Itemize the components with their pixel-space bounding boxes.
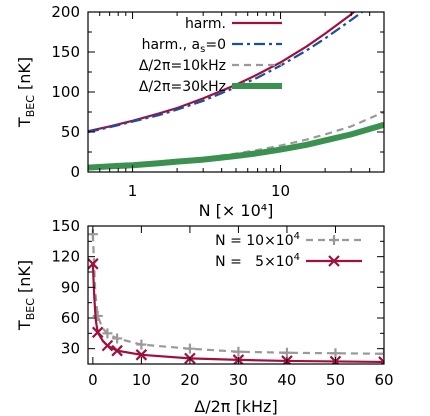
text-span: Δ/2π=30kHz <box>139 79 226 95</box>
x-tick-label: 20 <box>180 371 199 389</box>
text-span: Δ/2π=10kHz <box>139 58 226 74</box>
legend-label-2: N = 5×104​ <box>215 252 300 270</box>
series-1-marker <box>379 348 384 359</box>
y-tick-label: 150 <box>51 43 80 61</box>
x-tick-label: 50 <box>326 371 345 389</box>
x-axis-title: N [× 10⁴] <box>199 201 274 220</box>
text-span: N = 5×10 <box>215 254 293 270</box>
x-axis-title: Δ/2π [kHz] <box>194 397 277 416</box>
x-tick-label: 0 <box>88 371 98 389</box>
series-1-marker <box>184 343 195 354</box>
text-span: BEC <box>24 298 37 320</box>
y-tick-label: 30 <box>61 340 80 358</box>
y-tick-label: 200 <box>51 3 80 21</box>
legend-label-3: Δ/2π=10kHz <box>139 58 226 74</box>
x-tick-label: 10 <box>271 182 290 200</box>
series-2-marker <box>135 349 148 361</box>
series-1-marker <box>233 346 244 357</box>
x-tick-label: 10 <box>132 371 151 389</box>
text-span: N [× 10⁴] <box>199 201 274 220</box>
text-span: =0 <box>205 37 226 53</box>
y-axis-title: TBEC [nK] <box>15 57 37 128</box>
series-2-marker <box>378 356 384 364</box>
x-tick-label: 1 <box>128 182 138 200</box>
y-tick-label: 90 <box>61 278 80 296</box>
series-1-marker <box>102 328 113 339</box>
text-span: BEC <box>24 95 37 117</box>
series-1-marker <box>92 310 103 321</box>
text-span: 4 <box>294 252 300 263</box>
y-tick-label: 120 <box>51 248 80 266</box>
series-1-marker <box>136 339 147 350</box>
y-axis-title: TBEC [nK] <box>15 260 37 331</box>
text-span: harm., a <box>142 37 201 53</box>
legend-label-1: N = 10×104​ <box>215 231 300 249</box>
text-span: N = 10×10 <box>215 233 293 249</box>
legend-marker-2 <box>328 255 340 267</box>
series-line-2 <box>88 12 364 134</box>
legend-marker-1 <box>329 235 339 245</box>
series-1-marker <box>330 348 341 359</box>
y-tick-label: 150 <box>51 217 80 235</box>
chart-panel-2: 0 10 20 30 40 50 60 30 60 90 120 150 Δ/2π [kHz] TBEC … <box>15 217 394 416</box>
x-tick-label: 30 <box>229 371 248 389</box>
series-line-4 <box>88 121 384 171</box>
series-2-marker <box>111 344 123 357</box>
y-tick-label: 50 <box>61 123 80 141</box>
text-span: [nK] <box>15 260 34 298</box>
plot-frame <box>87 225 385 365</box>
x-tick-label: 40 <box>277 371 296 389</box>
legend: N = 10×104​ N = 5×104​ <box>215 231 362 270</box>
text-span: T <box>15 117 34 128</box>
series-2-marker <box>88 258 99 270</box>
series-2-marker <box>91 326 104 339</box>
x-tick-label: 60 <box>374 371 393 389</box>
series-2-marker <box>101 339 114 352</box>
legend: harm. harm., as=0 Δ/2π=10kHz Δ/2π=30kHz <box>139 16 282 95</box>
legend-label-1: harm. <box>185 16 226 32</box>
series-1-marker <box>281 347 292 358</box>
text-span: 4 <box>294 231 300 242</box>
text-span: Δ/2π [kHz] <box>194 397 277 416</box>
plot-frame <box>87 11 385 173</box>
text-span: s <box>200 44 205 55</box>
series-1-marker <box>112 333 123 344</box>
text-span: T <box>15 320 34 331</box>
text-span: [nK] <box>15 57 34 95</box>
legend-label-2: harm., as=0 <box>142 37 226 55</box>
series-line-1 <box>91 234 384 355</box>
legend-label-4: Δ/2π=30kHz <box>139 79 226 95</box>
series-group <box>88 229 384 364</box>
y-tick-label: 100 <box>51 83 80 101</box>
y-tick-label: 60 <box>61 309 80 327</box>
y-tick-label: 0 <box>70 163 80 181</box>
text-span: harm. <box>185 16 226 32</box>
